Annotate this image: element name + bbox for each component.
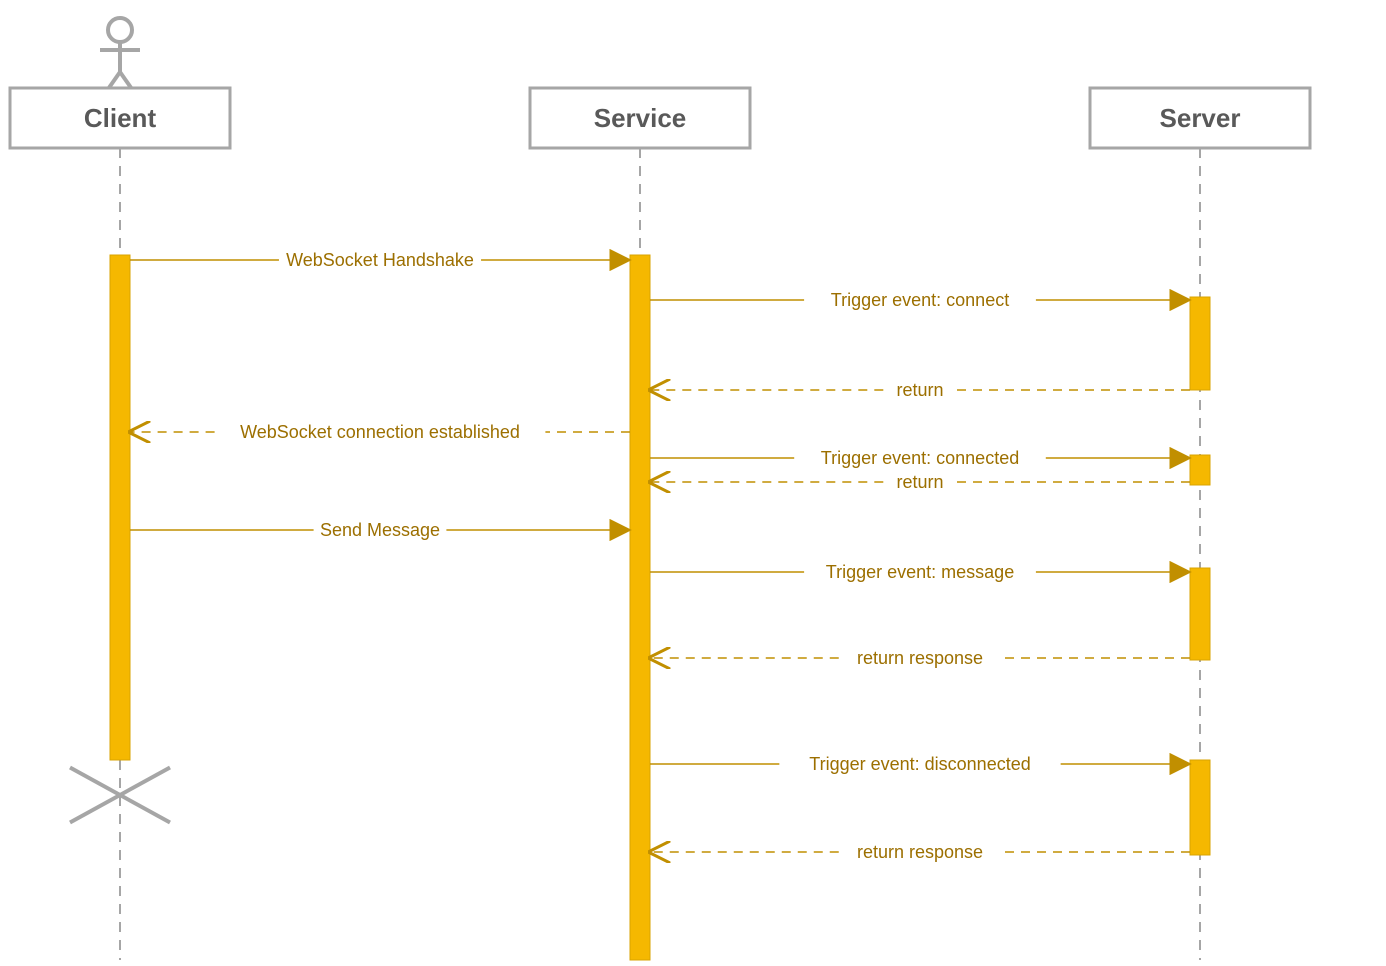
message-label: WebSocket Handshake <box>286 250 474 270</box>
sequence-diagram: Client Service Server WebSocket Handshake Tr… <box>0 0 1386 966</box>
message-label: return response <box>857 648 983 668</box>
message-label: Trigger event: message <box>826 562 1014 582</box>
activation-server <box>1190 568 1210 660</box>
activation-service <box>630 255 650 960</box>
message-label: return <box>896 472 943 492</box>
activation-server <box>1190 297 1210 390</box>
participant-label-server: Server <box>1160 103 1241 133</box>
message-label: Trigger event: connected <box>821 448 1019 468</box>
message-label: return <box>896 380 943 400</box>
activation-server <box>1190 455 1210 485</box>
activation-server <box>1190 760 1210 855</box>
message-label: Trigger event: disconnected <box>809 754 1030 774</box>
message-label: Trigger event: connect <box>831 290 1009 310</box>
activation-client <box>110 255 130 760</box>
message-label: WebSocket connection established <box>240 422 520 442</box>
participant-label-client: Client <box>84 103 157 133</box>
message-label: return response <box>857 842 983 862</box>
message-label: Send Message <box>320 520 440 540</box>
participant-label-service: Service <box>594 103 687 133</box>
